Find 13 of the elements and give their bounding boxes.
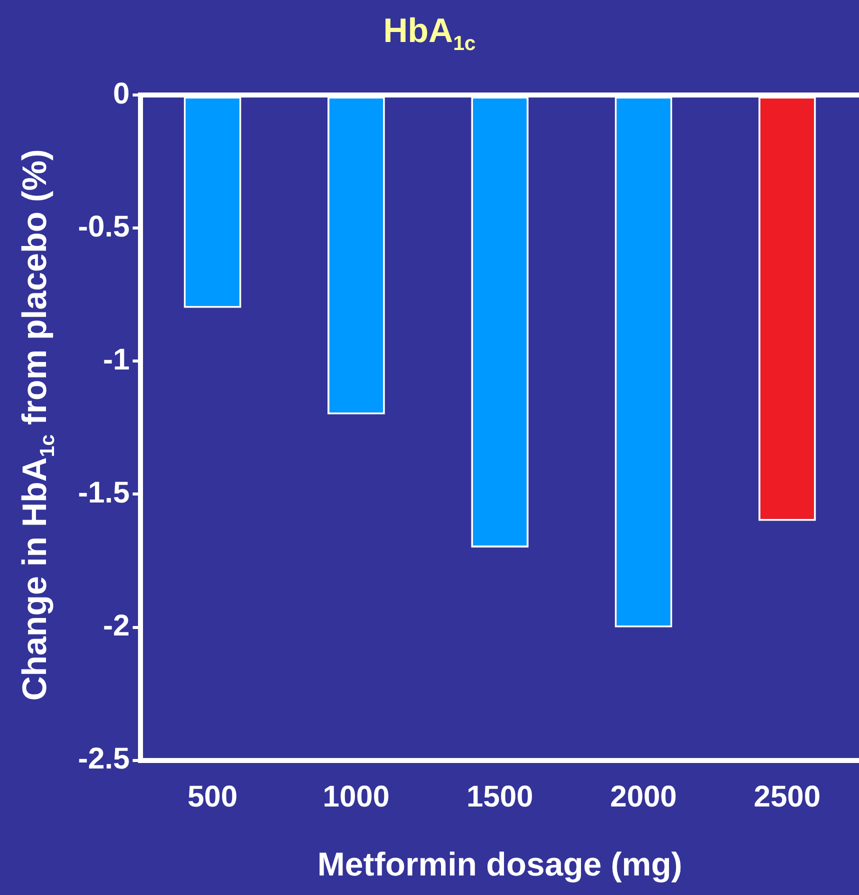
x-tick-label: 2500 xyxy=(754,780,821,814)
y-tick-label: 0 xyxy=(113,77,130,110)
chart-title: HbA$_{1c}$ xyxy=(382,12,477,56)
x-axis-title: Metformin dosage (mg) xyxy=(317,845,682,882)
y-tick-label: -1 xyxy=(103,343,130,376)
y-tick-label: -1.5 xyxy=(78,476,130,510)
x-tick-label: 2000 xyxy=(610,780,677,814)
x-tick-label: 1000 xyxy=(322,780,390,814)
x-tick-label: 500 xyxy=(187,780,238,814)
x-tick-label: 1500 xyxy=(466,780,534,814)
y-tick-label: -2.5 xyxy=(78,742,130,776)
y-tick-label: -0.5 xyxy=(78,210,130,244)
y-tick-label: -2 xyxy=(103,610,130,643)
